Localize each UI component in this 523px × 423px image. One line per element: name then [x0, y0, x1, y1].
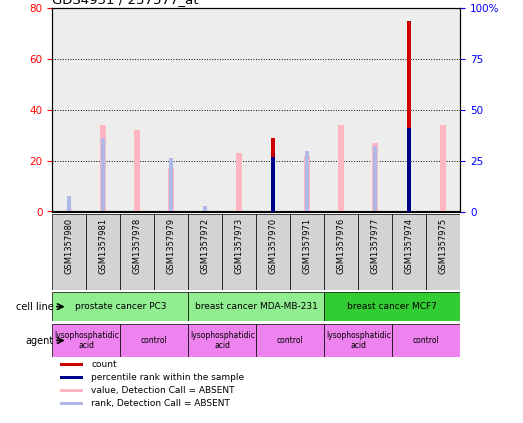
- Text: GSM1357972: GSM1357972: [201, 217, 210, 274]
- Text: lysophosphatidic
acid: lysophosphatidic acid: [190, 331, 255, 350]
- Bar: [440, 125, 446, 212]
- Text: GSM1357976: GSM1357976: [337, 217, 346, 274]
- Bar: [392, 324, 460, 357]
- Text: prostate cancer PC3: prostate cancer PC3: [75, 302, 166, 311]
- Bar: [188, 8, 222, 212]
- Text: value, Detection Call = ABSENT: value, Detection Call = ABSENT: [91, 386, 234, 395]
- Text: rank, Detection Call = ABSENT: rank, Detection Call = ABSENT: [91, 399, 230, 408]
- Bar: [86, 8, 120, 212]
- Bar: [61, 402, 83, 405]
- Bar: [66, 209, 72, 212]
- Bar: [52, 324, 120, 357]
- Bar: [324, 214, 358, 290]
- Bar: [392, 8, 426, 212]
- Text: control: control: [277, 336, 304, 345]
- Bar: [203, 206, 207, 212]
- Bar: [324, 292, 460, 321]
- Text: GSM1357980: GSM1357980: [65, 217, 74, 274]
- Bar: [101, 138, 105, 212]
- Text: GSM1357977: GSM1357977: [371, 217, 380, 274]
- Text: GSM1357971: GSM1357971: [303, 217, 312, 274]
- Bar: [324, 8, 358, 212]
- Bar: [188, 324, 256, 357]
- Bar: [392, 214, 426, 290]
- Bar: [256, 324, 324, 357]
- Text: breast cancer MDA-MB-231: breast cancer MDA-MB-231: [195, 302, 317, 311]
- Bar: [372, 143, 378, 212]
- Text: GSM1357975: GSM1357975: [439, 217, 448, 274]
- Text: count: count: [91, 360, 117, 369]
- Bar: [338, 125, 344, 212]
- Bar: [120, 324, 188, 357]
- Text: control: control: [413, 336, 440, 345]
- Bar: [222, 8, 256, 212]
- Text: GSM1357978: GSM1357978: [133, 217, 142, 274]
- Text: GSM1357979: GSM1357979: [167, 217, 176, 274]
- Bar: [305, 151, 309, 212]
- Text: GSM1357973: GSM1357973: [235, 217, 244, 274]
- Bar: [358, 8, 392, 212]
- Bar: [100, 125, 106, 212]
- Text: lysophosphatidic
acid: lysophosphatidic acid: [54, 331, 119, 350]
- Bar: [61, 389, 83, 392]
- Text: control: control: [141, 336, 168, 345]
- Bar: [407, 128, 411, 212]
- Bar: [256, 214, 290, 290]
- Bar: [61, 376, 83, 379]
- Bar: [290, 8, 324, 212]
- Bar: [426, 8, 460, 212]
- Bar: [304, 156, 310, 212]
- Bar: [271, 138, 275, 212]
- Bar: [407, 21, 411, 212]
- Text: lysophosphatidic
acid: lysophosphatidic acid: [326, 331, 391, 350]
- Text: GDS4951 / 237577_at: GDS4951 / 237577_at: [52, 0, 199, 6]
- Bar: [168, 168, 174, 212]
- Bar: [426, 214, 460, 290]
- Text: percentile rank within the sample: percentile rank within the sample: [91, 373, 244, 382]
- Text: GSM1357970: GSM1357970: [269, 217, 278, 274]
- Bar: [256, 8, 290, 212]
- Bar: [61, 363, 83, 366]
- Bar: [222, 214, 256, 290]
- Bar: [236, 153, 242, 212]
- Text: GSM1357981: GSM1357981: [99, 217, 108, 274]
- Bar: [134, 130, 140, 212]
- Bar: [358, 214, 392, 290]
- Bar: [52, 214, 86, 290]
- Text: cell line: cell line: [16, 302, 54, 312]
- Bar: [188, 292, 324, 321]
- Bar: [373, 146, 377, 212]
- Bar: [67, 196, 71, 212]
- Text: GSM1357974: GSM1357974: [405, 217, 414, 274]
- Bar: [169, 158, 173, 212]
- Bar: [120, 214, 154, 290]
- Bar: [154, 214, 188, 290]
- Bar: [120, 8, 154, 212]
- Bar: [52, 8, 86, 212]
- Bar: [188, 214, 222, 290]
- Bar: [271, 157, 275, 212]
- Bar: [154, 8, 188, 212]
- Text: breast cancer MCF7: breast cancer MCF7: [347, 302, 437, 311]
- Bar: [52, 292, 188, 321]
- Bar: [86, 214, 120, 290]
- Bar: [290, 214, 324, 290]
- Bar: [324, 324, 392, 357]
- Text: agent: agent: [26, 335, 54, 346]
